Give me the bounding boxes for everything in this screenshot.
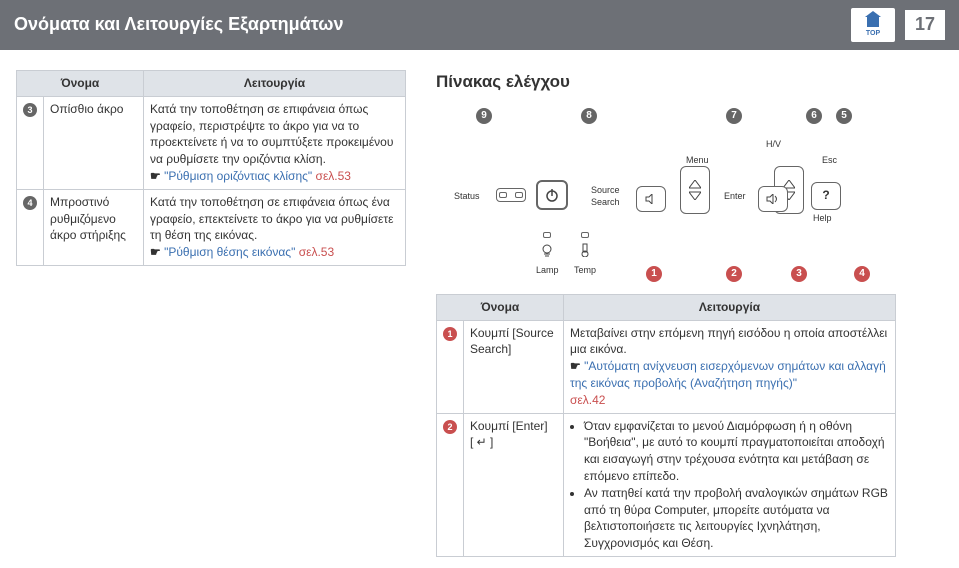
menu-label: Menu bbox=[686, 154, 709, 167]
hv-label: H/V bbox=[766, 138, 781, 151]
col-name: Όνομα bbox=[437, 294, 564, 320]
question-icon: ? bbox=[822, 187, 829, 204]
lamp-indicator: Lamp bbox=[536, 226, 559, 278]
table-row: 2 Κουμπί [Enter] [ ↵ ] Όταν εμφανίζεται … bbox=[437, 413, 896, 556]
menu-button bbox=[680, 166, 710, 214]
pointer-icon: ☛ bbox=[570, 359, 581, 373]
btn-name: Κουμπί [Enter] [ ↵ ] bbox=[464, 413, 564, 556]
lamp-icon bbox=[539, 243, 555, 257]
callout-7: 7 bbox=[726, 108, 742, 124]
callout-9: 9 bbox=[476, 108, 492, 124]
callout-2: 2 bbox=[726, 266, 742, 282]
parts-table-left: Όνομα Λειτουργία 3 Οπίσθιο άκρο Κατά την… bbox=[16, 70, 406, 266]
part-desc: Κατά την τοποθέτηση σε επιφάνεια όπως έν… bbox=[144, 189, 406, 265]
top-logo: TOP bbox=[851, 8, 895, 42]
status-label: Status bbox=[454, 190, 480, 203]
col-name: Όνομα bbox=[17, 71, 144, 97]
pointer-icon: ☛ bbox=[150, 245, 161, 259]
callout-5: 5 bbox=[836, 108, 852, 124]
table-row: 3 Οπίσθιο άκρο Κατά την τοποθέτηση σε επ… bbox=[17, 96, 406, 189]
callout-8: 8 bbox=[581, 108, 597, 124]
page-header: Ονόματα και Λειτουργίες Εξαρτημάτων TOP … bbox=[0, 0, 959, 50]
callout-1: 1 bbox=[443, 327, 457, 341]
enter-label: Enter bbox=[724, 190, 746, 203]
btn-name: Κουμπί [Source Search] bbox=[464, 320, 564, 413]
col-func: Λειτουργία bbox=[144, 71, 406, 97]
table-row: 4 Μπροστινό ρυθμιζόμενο άκρο στήριξης Κα… bbox=[17, 189, 406, 265]
callout-2: 2 bbox=[443, 420, 457, 434]
power-icon bbox=[545, 188, 559, 202]
header-title: Ονόματα και Λειτουργίες Εξαρτημάτων bbox=[14, 12, 343, 37]
temp-icon bbox=[579, 243, 591, 257]
table-row: 1 Κουμπί [Source Search] Μεταβαίνει στην… bbox=[437, 320, 896, 413]
pointer-icon: ☛ bbox=[150, 169, 161, 183]
btn-desc: Όταν εμφανίζεται το μενού Διαμόρφωση ή η… bbox=[564, 413, 896, 556]
callout-3: 3 bbox=[23, 103, 37, 117]
part-desc: Κατά την τοποθέτηση σε επιφάνεια όπως γρ… bbox=[144, 96, 406, 189]
power-button bbox=[536, 180, 568, 210]
status-led bbox=[496, 188, 526, 202]
help-label: Help bbox=[813, 212, 832, 225]
callout-4r: 4 bbox=[854, 266, 870, 282]
panel-title: Πίνακας ελέγχου bbox=[436, 70, 896, 94]
callout-3r: 3 bbox=[791, 266, 807, 282]
speaker-loud-icon bbox=[766, 194, 780, 204]
part-name: Οπίσθιο άκρο bbox=[44, 96, 144, 189]
btn-desc: Μεταβαίνει στην επόμενη πηγή εισόδου η ο… bbox=[564, 320, 896, 413]
help-button: ? bbox=[811, 182, 841, 210]
esc-label: Esc bbox=[822, 154, 837, 167]
vol-down-button bbox=[636, 186, 666, 212]
callout-4: 4 bbox=[23, 196, 37, 210]
col-func: Λειτουργία bbox=[564, 294, 896, 320]
vol-up-button bbox=[758, 186, 788, 212]
temp-indicator: Temp bbox=[574, 226, 596, 278]
part-name: Μπροστινό ρυθμιζόμενο άκρο στήριξης bbox=[44, 189, 144, 265]
speaker-icon bbox=[645, 194, 657, 204]
page-number: 17 bbox=[905, 10, 945, 40]
buttons-table: Όνομα Λειτουργία 1 Κουμπί [Source Search… bbox=[436, 294, 896, 557]
callout-1: 1 bbox=[646, 266, 662, 282]
control-panel-diagram: 9 8 7 6 5 H/V Menu Esc St bbox=[436, 108, 866, 288]
callout-6: 6 bbox=[806, 108, 822, 124]
source-search-label: Source Search bbox=[591, 184, 620, 209]
